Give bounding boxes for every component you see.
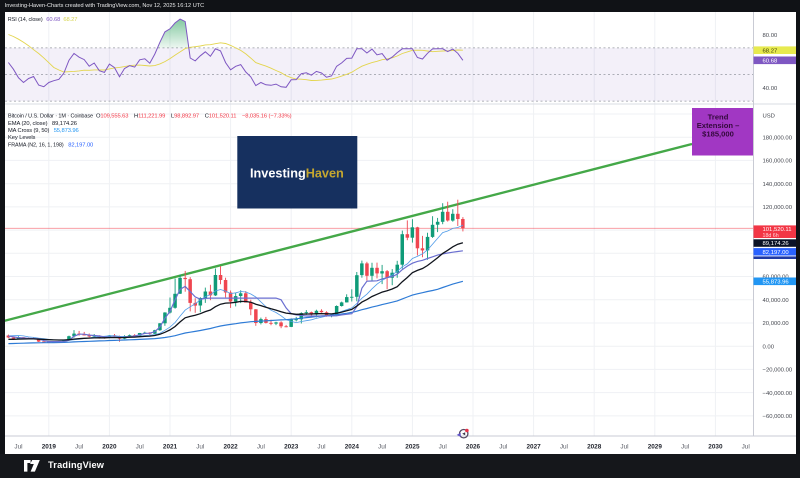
svg-text:C101,520.11: C101,520.11 [205, 114, 237, 120]
svg-text:Jul: Jul [681, 444, 689, 451]
svg-text:101,520.11: 101,520.11 [763, 227, 792, 233]
svg-text:55,873.96: 55,873.96 [763, 280, 790, 286]
svg-text:120,000.00: 120,000.00 [763, 205, 793, 211]
svg-text:68.27: 68.27 [763, 48, 778, 54]
svg-text:Extension –: Extension – [697, 121, 740, 130]
svg-text:2019: 2019 [42, 444, 57, 451]
svg-text:2020: 2020 [102, 444, 117, 451]
svg-text:2028: 2028 [587, 444, 602, 451]
svg-text:18d 6h: 18d 6h [763, 233, 779, 239]
svg-text:InvestingHaven: InvestingHaven [250, 167, 344, 181]
svg-text:82,197.00: 82,197.00 [68, 142, 93, 148]
svg-text:Bitcoin / U.S. Dollar · 1M · C: Bitcoin / U.S. Dollar · 1M · Coinbase [8, 114, 93, 120]
svg-text:2029: 2029 [648, 444, 663, 451]
svg-text:Jul: Jul [439, 444, 447, 451]
svg-text:2021: 2021 [163, 444, 178, 451]
svg-text:140,000.00: 140,000.00 [763, 182, 793, 188]
svg-text:2025: 2025 [405, 444, 420, 451]
svg-text:2023: 2023 [284, 444, 299, 451]
svg-text:USD: USD [763, 114, 775, 120]
svg-text:60.68: 60.68 [46, 17, 60, 23]
svg-text:Jul: Jul [14, 444, 22, 451]
svg-text:Jul: Jul [560, 444, 568, 451]
svg-text:89,174.26: 89,174.26 [52, 121, 77, 127]
svg-text:−40,000.00: −40,000.00 [763, 391, 793, 397]
svg-text:0.00: 0.00 [763, 344, 775, 350]
svg-text:2024: 2024 [345, 444, 360, 451]
svg-text:2026: 2026 [466, 444, 481, 451]
svg-text:Jul: Jul [742, 444, 750, 451]
svg-text:MA Cross (9, 50): MA Cross (9, 50) [8, 128, 49, 134]
svg-text:180,000.00: 180,000.00 [763, 135, 793, 141]
svg-text:Key Levels: Key Levels [8, 135, 36, 141]
svg-text:68.27: 68.27 [63, 17, 77, 23]
svg-text:Jul: Jul [499, 444, 507, 451]
svg-text:82,197.00: 82,197.00 [763, 250, 790, 256]
svg-text:Jul: Jul [620, 444, 628, 451]
svg-text:60.68: 60.68 [763, 59, 778, 65]
svg-text:55,873.96: 55,873.96 [54, 128, 79, 134]
svg-text:−20,000.00: −20,000.00 [763, 368, 793, 374]
svg-text:80.00: 80.00 [763, 33, 778, 39]
svg-text:2030: 2030 [708, 444, 723, 451]
svg-text:2027: 2027 [526, 444, 541, 451]
svg-text:40.00: 40.00 [763, 86, 778, 92]
svg-text:Jul: Jul [317, 444, 325, 451]
svg-text:−8,035.16 (−7.33%): −8,035.16 (−7.33%) [242, 114, 292, 120]
svg-text:89,174.26: 89,174.26 [763, 241, 790, 247]
svg-text:$185,000: $185,000 [702, 130, 734, 139]
svg-text:RSI (14, close): RSI (14, close) [8, 17, 43, 23]
svg-text:2022: 2022 [223, 444, 238, 451]
svg-text:20,000.00: 20,000.00 [763, 321, 790, 327]
svg-text:Jul: Jul [136, 444, 144, 451]
svg-text:EMA (20, close): EMA (20, close) [8, 121, 48, 127]
svg-text:Trend: Trend [708, 112, 729, 121]
svg-text:L98,892.97: L98,892.97 [171, 114, 199, 120]
svg-text:40,000.00: 40,000.00 [763, 298, 790, 304]
svg-text:Jul: Jul [378, 444, 386, 451]
svg-text:O109,555.63: O109,555.63 [96, 114, 128, 120]
svg-text:160,000.00: 160,000.00 [763, 159, 793, 165]
svg-text:Jul: Jul [257, 444, 265, 451]
svg-text:−60,000.00: −60,000.00 [763, 414, 793, 420]
svg-text:FRAMA (N2, 16, 1, 198): FRAMA (N2, 16, 1, 198) [8, 142, 64, 148]
svg-text:Jul: Jul [75, 444, 83, 451]
svg-text:Jul: Jul [196, 444, 204, 451]
svg-text:H111,221.99: H111,221.99 [134, 114, 165, 120]
